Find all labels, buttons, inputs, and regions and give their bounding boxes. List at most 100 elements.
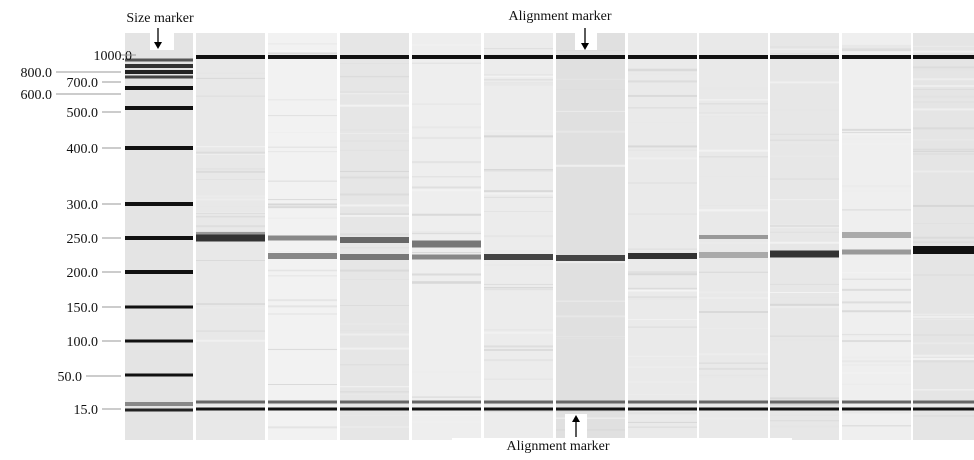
band — [699, 400, 768, 404]
faint-band — [340, 63, 409, 65]
faint-band — [913, 360, 974, 363]
faint-band — [842, 310, 911, 313]
faint-band — [340, 426, 409, 428]
band — [125, 408, 193, 412]
faint-band — [842, 333, 911, 335]
faint-band — [913, 223, 974, 225]
faint-band — [628, 94, 697, 97]
faint-band — [340, 193, 409, 196]
faint-band — [699, 374, 768, 377]
faint-band — [628, 73, 697, 76]
faint-band — [196, 214, 265, 216]
faint-band — [699, 87, 768, 90]
faint-band — [770, 82, 839, 84]
faint-band — [268, 146, 337, 148]
faint-band — [268, 131, 337, 133]
band — [340, 400, 409, 404]
faint-band — [913, 45, 974, 47]
faint-band — [628, 287, 697, 290]
band — [484, 407, 553, 411]
faint-band — [340, 415, 409, 417]
faint-band — [196, 205, 265, 208]
faint-band — [484, 329, 553, 331]
faint-band — [770, 155, 839, 158]
faint-band — [340, 172, 409, 175]
faint-band — [340, 104, 409, 107]
faint-band — [340, 233, 409, 236]
faint-band — [770, 48, 839, 50]
faint-band — [628, 412, 697, 415]
band — [842, 400, 911, 404]
faint-band — [770, 139, 839, 141]
size-label: 500.0 — [67, 106, 99, 121]
band — [913, 55, 974, 59]
faint-band — [913, 241, 974, 244]
faint-band — [340, 176, 409, 179]
size-labels: 1000.0 800.0 700.0 600.0 500.0 400.0 300.0 250.… — [21, 49, 136, 418]
faint-band — [842, 364, 911, 366]
faint-band — [699, 291, 768, 294]
band — [125, 402, 193, 406]
faint-band — [770, 339, 839, 341]
faint-band — [196, 306, 265, 309]
band — [412, 407, 481, 411]
faint-band — [556, 261, 625, 264]
faint-band — [340, 347, 409, 350]
faint-band — [699, 176, 768, 178]
faint-band — [628, 149, 697, 151]
faint-band — [913, 354, 974, 357]
faint-band — [842, 425, 911, 427]
faint-band — [842, 411, 911, 414]
faint-band — [699, 417, 768, 420]
faint-band — [913, 50, 974, 53]
faint-band — [699, 353, 768, 356]
faint-band — [196, 330, 265, 332]
faint-band — [770, 335, 839, 337]
band — [340, 254, 409, 260]
faint-band — [556, 351, 625, 353]
faint-band — [842, 360, 911, 363]
faint-band — [699, 114, 768, 116]
faint-band — [412, 371, 481, 374]
faint-band — [484, 82, 553, 84]
alignment-marker-top-label: Alignment marker — [508, 9, 611, 24]
faint-band — [913, 358, 974, 361]
faint-band — [196, 215, 265, 218]
faint-band — [913, 98, 974, 101]
alignment-marker-bottom-label: Alignment marker — [506, 439, 609, 454]
faint-band — [484, 331, 553, 334]
faint-band — [268, 305, 337, 308]
faint-band — [340, 394, 409, 396]
faint-band — [196, 339, 265, 342]
band — [913, 407, 974, 411]
faint-band — [842, 47, 911, 50]
faint-band — [412, 414, 481, 416]
faint-band — [699, 209, 768, 211]
band — [770, 55, 839, 59]
faint-band — [913, 148, 974, 151]
arrow-head — [572, 415, 580, 422]
faint-band — [412, 176, 481, 178]
band — [412, 55, 481, 59]
faint-band — [196, 168, 265, 170]
band — [125, 305, 193, 309]
band — [125, 106, 193, 110]
faint-band — [842, 278, 911, 280]
faint-band — [268, 199, 337, 201]
faint-band — [628, 83, 697, 85]
faint-band — [913, 315, 974, 318]
faint-band — [699, 376, 768, 378]
faint-band — [340, 279, 409, 281]
faint-band — [770, 292, 839, 294]
faint-band — [556, 89, 625, 91]
band — [196, 55, 265, 59]
faint-band — [699, 271, 768, 273]
faint-band — [484, 345, 553, 348]
band — [628, 55, 697, 59]
band — [484, 254, 553, 260]
faint-band — [842, 190, 911, 192]
faint-band — [340, 386, 409, 388]
size-label: 50.0 — [58, 370, 83, 385]
faint-band — [842, 372, 911, 375]
faint-band — [770, 241, 839, 244]
